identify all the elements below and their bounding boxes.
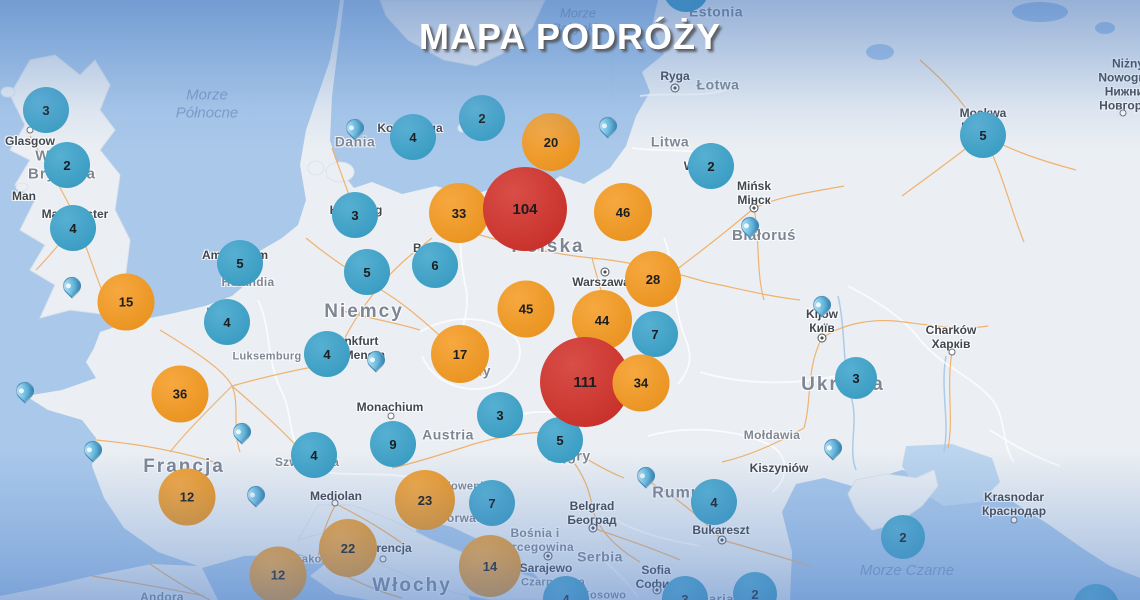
cluster-marker[interactable] [1073,584,1119,600]
map-pin[interactable] [229,419,255,445]
capital-dot [749,203,759,213]
cluster-marker[interactable]: 14 [459,535,521,597]
map-pin[interactable] [243,482,269,508]
capital-dot [600,267,610,277]
map-pin[interactable] [12,378,38,404]
cluster-marker[interactable]: 3 [23,87,69,133]
capital-dot [670,83,680,93]
cluster-marker[interactable]: 20 [522,113,580,171]
cluster-marker[interactable]: 15 [97,273,155,331]
cluster-marker[interactable]: 4 [204,299,250,345]
cluster-marker[interactable]: 3 [835,357,877,399]
capital-dot [817,333,827,343]
cluster-marker[interactable]: 5 [217,240,263,286]
cluster-marker[interactable]: 2 [459,95,505,141]
cluster-marker[interactable]: 4 [291,432,337,478]
map-pin[interactable] [820,435,846,461]
map-pin[interactable] [80,437,106,463]
cluster-marker[interactable]: 5 [960,112,1006,158]
map-pin[interactable] [809,292,835,318]
cluster-marker[interactable]: 2 [688,143,734,189]
cluster-marker[interactable]: 22 [319,519,377,577]
cluster-marker[interactable]: 2 [44,142,90,188]
town-dot [1119,109,1127,117]
cluster-marker[interactable]: 2 [881,515,925,559]
rivers [609,39,947,471]
cluster-marker[interactable]: 4 [50,205,96,251]
cluster-marker[interactable]: 4 [543,576,589,600]
cluster-marker[interactable]: 2 [733,572,777,600]
map-pin[interactable] [633,463,659,489]
town-dot [948,348,956,356]
cluster-marker[interactable]: 7 [632,311,678,357]
cluster-marker[interactable]: 3 [477,392,523,438]
cluster-marker[interactable]: 4 [304,331,350,377]
map-pin[interactable] [737,213,763,239]
cluster-marker[interactable]: 45 [497,280,555,338]
cluster-marker[interactable]: 46 [594,183,652,241]
cluster-marker[interactable]: 23 [395,470,455,530]
cluster-marker[interactable]: 4 [691,479,737,525]
cluster-marker[interactable] [663,0,709,12]
map-pin[interactable] [363,347,389,373]
map-pin[interactable] [342,115,368,141]
cluster-marker[interactable]: 4 [390,114,436,160]
cluster-marker[interactable]: 104 [483,167,567,251]
page-title: MAPA PODRÓŻY [418,16,722,57]
cluster-marker[interactable]: 34 [612,354,670,412]
cluster-marker[interactable]: 7 [469,480,515,526]
cluster-marker[interactable]: 5 [344,249,390,295]
cluster-marker[interactable]: 33 [429,183,489,243]
town-dot [387,412,395,420]
cluster-marker[interactable]: 3 [662,576,708,600]
map-pin[interactable] [595,113,621,139]
cluster-marker[interactable]: 28 [625,251,681,307]
cluster-marker[interactable]: 36 [151,365,209,423]
cluster-marker[interactable]: 12 [158,468,216,526]
cluster-marker[interactable]: 6 [412,242,458,288]
cluster-marker[interactable]: 17 [431,325,489,383]
cluster-marker[interactable]: 3 [332,192,378,238]
map-pin[interactable] [59,273,85,299]
cluster-marker[interactable]: 12 [249,546,307,600]
cluster-marker[interactable]: 9 [370,421,416,467]
